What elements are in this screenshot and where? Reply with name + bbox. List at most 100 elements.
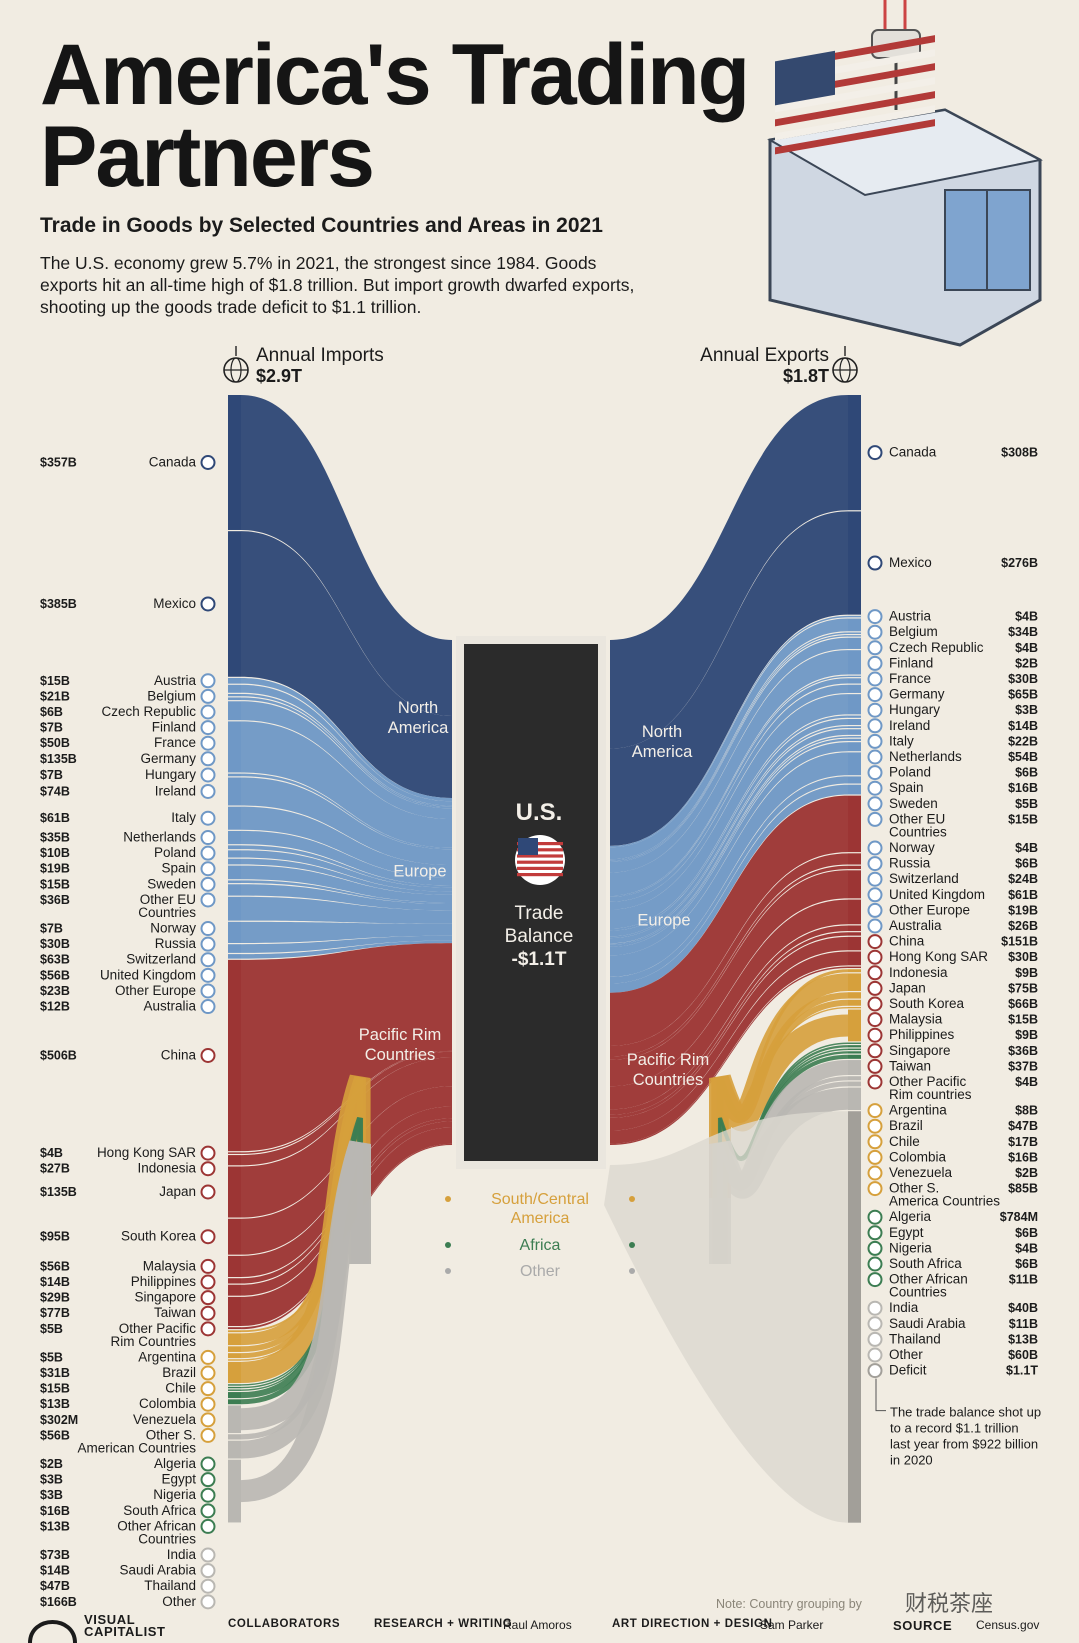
export-value-spain: $16B (1008, 781, 1038, 795)
flag-icon-hong-kong-sar (200, 1145, 216, 1161)
flag-icon-south-korea (200, 1229, 216, 1245)
import-country-colombia: Colombia (139, 1396, 197, 1411)
import-value-brazil: $31B (40, 1366, 70, 1380)
flag-icon-other (200, 1594, 216, 1610)
export-country-venezuela: Venezuela (889, 1165, 953, 1180)
flag-icon-argentina (867, 1103, 883, 1119)
flag-icon-mexico (867, 555, 883, 571)
flag-icon-other-african-countries (867, 1272, 883, 1288)
middle-dot-left (445, 1268, 451, 1274)
export-country-other-african-countries: Countries (889, 1285, 947, 1300)
flag-icon-sweden (200, 876, 216, 892)
bar-export-germany (848, 650, 861, 675)
import-country-other-s-american-countries: American Countries (77, 1440, 196, 1455)
flag-icon-colombia (200, 1396, 216, 1412)
bar-import-south-africa (228, 1392, 241, 1399)
deficit-note-connector (875, 1378, 886, 1412)
import-value-france: $50B (40, 736, 70, 750)
export-value-taiwan: $37B (1008, 1059, 1038, 1073)
center-line2: Balance (505, 926, 574, 947)
export-country-finland: Finland (889, 655, 933, 670)
import-value-other-eu-countries: $36B (40, 893, 70, 907)
bar-import-brazil (228, 1333, 241, 1346)
flag-icon-switzerland (867, 871, 883, 887)
bar-import-united-kingdom (228, 921, 241, 944)
import-country-malaysia: Malaysia (143, 1258, 197, 1273)
flow-import-finland (241, 697, 452, 809)
flow-export-france (610, 637, 848, 873)
bar-import-russia (228, 884, 241, 896)
bar-import-hong-kong-sar (228, 1152, 241, 1154)
bar-import-saudi-arabia (228, 1434, 241, 1440)
flag-icon-czech-republic (200, 704, 216, 720)
import-country-china: China (161, 1047, 197, 1062)
import-country-other: Other (162, 1594, 196, 1609)
export-country-indonesia: Indonesia (889, 965, 948, 980)
export-country-egypt: Egypt (889, 1225, 924, 1240)
flow-import-other (240, 1140, 371, 1503)
main-title: America's Trading Partners (40, 32, 750, 200)
bar-import-norway (228, 880, 241, 884)
bar-export-nigeria (848, 1048, 861, 1051)
export-value-argentina: $8B (1015, 1104, 1038, 1118)
flag-icon-egypt (867, 1225, 883, 1241)
middle-region-south-central-america: South/Central (491, 1191, 589, 1208)
bar-import-other-europe (228, 944, 241, 953)
export-country-other-europe: Other Europe (889, 902, 970, 917)
flow-export-finland (610, 635, 848, 863)
import-value-sweden: $15B (40, 877, 70, 891)
flag-icon-venezuela (867, 1165, 883, 1181)
import-value-ireland: $74B (40, 784, 70, 798)
flag-icon-other (867, 1347, 883, 1363)
export-country-russia: Russia (889, 856, 931, 871)
bar-import-taiwan (228, 1296, 241, 1326)
flag-icon-deficit (867, 1363, 883, 1379)
flag-icon-canada (200, 454, 216, 470)
art-label: ART DIRECTION + DESIGN (612, 1618, 773, 1630)
flag-icon-italy (867, 733, 883, 749)
import-country-ireland: Ireland (155, 783, 196, 798)
export-country-thailand: Thailand (889, 1331, 941, 1346)
import-country-russia: Russia (155, 936, 197, 951)
import-country-united-kingdom: United Kingdom (100, 967, 196, 982)
export-value-mexico: $276B (1001, 556, 1038, 570)
flow-import-czech-republic (241, 693, 452, 807)
export-value-other-s-america-countries: $85B (1008, 1182, 1038, 1196)
flag-icon-egypt (200, 1472, 216, 1488)
flow-import-italy (241, 806, 452, 879)
deficit-note: last year from $922 billion (890, 1437, 1038, 1452)
flow-export-china (610, 795, 848, 1046)
bar-import-nigeria (228, 1389, 241, 1391)
bar-import-other-s-american-countries (228, 1361, 241, 1384)
export-region-pacific-rim: Countries (633, 1071, 704, 1089)
import-value-india: $73B (40, 1548, 70, 1562)
flow-export-mexico (610, 511, 848, 846)
export-country-united-kingdom: United Kingdom (889, 887, 985, 902)
export-country-south-korea: South Korea (889, 996, 965, 1011)
bar-export-chile (848, 992, 861, 999)
bar-import-mexico (228, 531, 241, 677)
flag-icon-chile (200, 1381, 216, 1397)
bar-import-singapore (228, 1284, 241, 1296)
center-line1: Trade (515, 903, 564, 924)
import-value-mexico: $385B (40, 597, 77, 611)
export-country-sweden: Sweden (889, 796, 938, 811)
import-country-thailand: Thailand (144, 1578, 196, 1593)
export-country-other-african-countries: Other African (889, 1272, 968, 1287)
export-country-italy: Italy (889, 733, 914, 748)
export-country-saudi-arabia: Saudi Arabia (889, 1316, 966, 1331)
flow-export-norway (610, 736, 848, 945)
export-country-norway: Norway (889, 840, 935, 855)
flag-icon-netherlands (867, 749, 883, 765)
flag-icon-saudi-arabia (200, 1563, 216, 1579)
bar-import-germany (228, 721, 241, 773)
export-country-other-s-america-countries: Other S. (889, 1181, 939, 1196)
import-value-united-kingdom: $56B (40, 968, 70, 982)
export-country-south-africa: South Africa (889, 1256, 962, 1271)
us-flag-stripe (517, 854, 563, 858)
import-value-netherlands: $35B (40, 831, 70, 845)
bar-import-sweden (228, 858, 241, 865)
import-country-argentina: Argentina (138, 1349, 196, 1364)
flag-icon-czech-republic (867, 640, 883, 656)
bar-import-colombia (228, 1353, 241, 1359)
